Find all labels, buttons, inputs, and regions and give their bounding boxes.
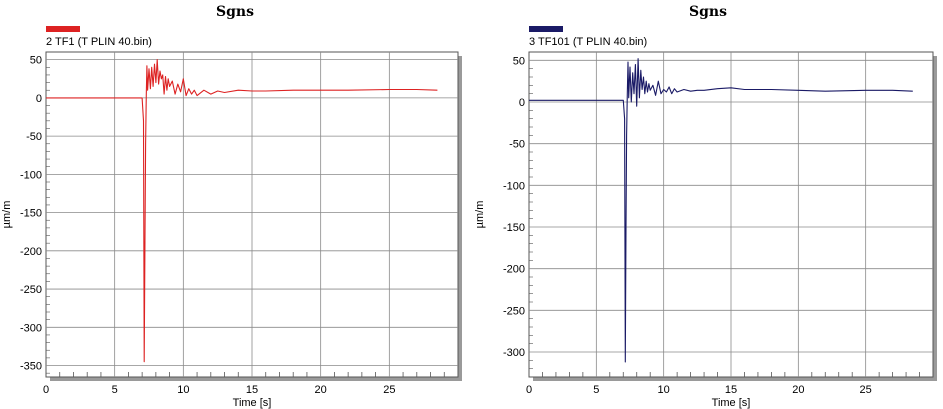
chart-panel-left: Sgns 2 TF1 (T PLIN 40.bin) 0 5 10 15 20 25 50 0… bbox=[0, 0, 470, 409]
x-tick-label: 20 bbox=[315, 384, 327, 396]
y-tick-label: -150 bbox=[503, 222, 525, 234]
y-tick-label: -50 bbox=[509, 139, 525, 151]
y-axis-label: µm/m bbox=[474, 201, 486, 229]
x-tick-label: 25 bbox=[383, 384, 395, 396]
y-tick-label: -350 bbox=[20, 361, 42, 373]
x-tick-label: 15 bbox=[725, 384, 737, 396]
y-tick-label: 0 bbox=[36, 93, 42, 105]
legend-swatch bbox=[529, 26, 563, 32]
y-tick-label: -50 bbox=[26, 131, 42, 143]
chart-title: Sgns bbox=[216, 4, 254, 20]
plot-area: 0 5 10 15 20 25 50 0 -50 -100 -150 -200 -250 -300 -350… bbox=[1, 51, 462, 409]
plot-area: 0 5 10 15 20 25 50 0 -50 -100 -150 -200 -250 -300 Time… bbox=[474, 51, 937, 409]
series-line bbox=[46, 59, 438, 363]
x-tick-label: 0 bbox=[43, 384, 49, 396]
x-axis-label: Time [s] bbox=[712, 397, 751, 409]
legend-swatch bbox=[46, 26, 80, 32]
y-tick-label: -100 bbox=[20, 169, 42, 181]
x-tick-label: 20 bbox=[792, 384, 804, 396]
frame-shadow bbox=[933, 56, 937, 381]
x-tick-label: 10 bbox=[177, 384, 189, 396]
x-tick-label: 10 bbox=[658, 384, 670, 396]
y-tick-label: -200 bbox=[20, 246, 42, 258]
x-tick-label: 5 bbox=[112, 384, 118, 396]
y-tick-label: 50 bbox=[513, 55, 525, 67]
x-axis-label: Time [s] bbox=[233, 397, 272, 409]
y-tick-label: -250 bbox=[20, 284, 42, 296]
y-tick-label: 0 bbox=[519, 97, 525, 109]
y-axis-label: µm/m bbox=[1, 201, 13, 229]
x-tick-label: 15 bbox=[246, 384, 258, 396]
y-tick-label: -200 bbox=[503, 264, 525, 276]
x-tick-label: 25 bbox=[860, 384, 872, 396]
y-tick-label: -250 bbox=[503, 305, 525, 317]
y-tick-label: -150 bbox=[20, 208, 42, 220]
y-tick-label: -300 bbox=[503, 347, 525, 359]
legend-label: 2 TF1 (T PLIN 40.bin) bbox=[46, 36, 152, 48]
chart-title: Sgns bbox=[689, 4, 727, 20]
series-line bbox=[529, 58, 913, 363]
frame-shadow bbox=[533, 377, 937, 381]
x-tick-label: 5 bbox=[593, 384, 599, 396]
frame-shadow bbox=[458, 56, 462, 381]
y-tick-label: 50 bbox=[30, 55, 42, 67]
y-tick-label: -100 bbox=[503, 180, 525, 192]
y-tick-label: -300 bbox=[20, 322, 42, 334]
x-tick-label: 0 bbox=[526, 384, 532, 396]
chart-panel-right: Sgns 3 TF101 (T PLIN 40.bin) 0 5 10 15 20 25 5… bbox=[473, 0, 943, 409]
frame-shadow bbox=[50, 377, 462, 381]
legend-label: 3 TF101 (T PLIN 40.bin) bbox=[529, 36, 648, 48]
